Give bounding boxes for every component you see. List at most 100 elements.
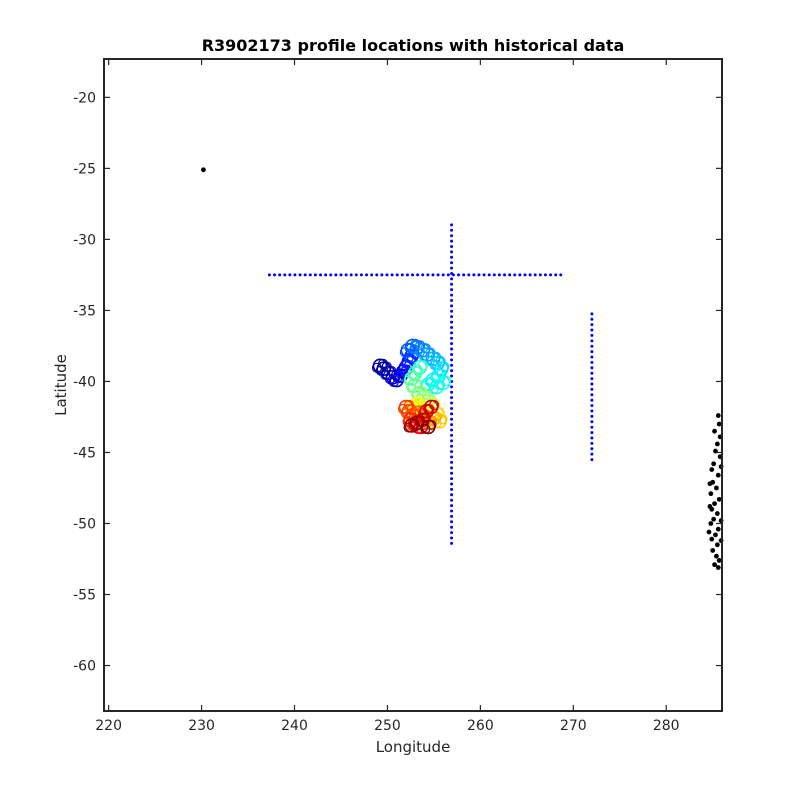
historical-ctd-point (450, 412, 454, 416)
historical-point (715, 413, 721, 418)
historical-point (706, 529, 712, 535)
historical-point (711, 461, 717, 467)
historical-ctd-point (390, 273, 394, 277)
x-tick-label: 280 (653, 718, 680, 734)
historical-ctd-point (359, 273, 363, 277)
historical-ctd-point (313, 273, 317, 277)
historical-ctd-point (450, 363, 454, 367)
historical-point (714, 511, 720, 516)
historical-ctd-point (590, 344, 594, 348)
historical-ctd-point (450, 433, 454, 437)
historical-ctd-point (319, 273, 323, 277)
historical-point (712, 562, 717, 568)
historical-ctd-point (450, 509, 454, 513)
x-tick-label: 220 (95, 718, 122, 734)
historical-ctd-point (450, 298, 454, 302)
y-tick-label: -60 (73, 659, 96, 675)
marks-layer (201, 167, 724, 570)
historical-ctd-point (477, 273, 481, 277)
historical-point (708, 521, 714, 526)
historical-ctd-point (590, 350, 594, 354)
historical-ctd-point (344, 273, 348, 277)
historical-ctd-point (450, 315, 454, 319)
historical-ctd-point (487, 273, 491, 277)
historical-ctd-point (450, 320, 454, 324)
profile-marker (397, 399, 415, 415)
historical-point (713, 532, 718, 538)
historical-ctd-point (450, 385, 454, 389)
historical-ctd-point (450, 245, 454, 249)
historical-ctd-point (450, 401, 454, 405)
historical-ctd-point (273, 273, 277, 277)
historical-ctd-point (324, 273, 328, 277)
historical-ctd-point (400, 273, 404, 277)
historical-ctd-point (450, 347, 454, 351)
historical-point (714, 553, 719, 559)
y-tick-label: -40 (73, 374, 96, 390)
historical-ctd-point (308, 273, 312, 277)
historical-ctd-point (349, 273, 353, 277)
historical-ctd-point (590, 382, 594, 386)
historical-point (708, 491, 714, 497)
historical-ctd-point (523, 273, 527, 277)
historical-ctd-point (450, 255, 454, 259)
historical-ctd-point (590, 452, 594, 456)
historical-ctd-point (497, 273, 501, 277)
historical-ctd-point (590, 458, 594, 462)
historical-ctd-point (533, 273, 537, 277)
historical-ctd-point (492, 273, 496, 277)
historical-ctd-point (590, 387, 594, 391)
historical-ctd-point (450, 223, 454, 227)
historical-ctd-point (590, 425, 594, 429)
historical-ctd-point (303, 273, 307, 277)
historical-point (716, 496, 722, 502)
historical-ctd-point (298, 273, 302, 277)
historical-ctd-point (450, 439, 454, 443)
historical-point (715, 472, 721, 478)
historical-ctd-point (450, 525, 454, 529)
historical-ctd-point (513, 273, 517, 277)
historical-ctd-point (549, 273, 553, 277)
x-tick-label: 240 (281, 718, 308, 734)
historical-ctd-point (446, 273, 450, 277)
historical-ctd-point (450, 504, 454, 508)
historical-point (716, 421, 722, 427)
historical-ctd-point (421, 273, 425, 277)
historical-ctd-point (450, 396, 454, 400)
historical-ctd-point (590, 441, 594, 445)
x-tick-label: 250 (374, 718, 401, 734)
historical-ctd-point (450, 309, 454, 313)
historical-ctd-point (441, 273, 445, 277)
historical-point (716, 558, 722, 563)
historical-ctd-point (590, 398, 594, 402)
historical-ctd-point (450, 277, 454, 281)
historical-ctd-point (395, 273, 399, 277)
historical-ctd-point (590, 317, 594, 321)
historical-ctd-point (450, 536, 454, 540)
historical-ctd-point (450, 369, 454, 373)
historical-ctd-point (450, 293, 454, 297)
historical-ctd-point (450, 250, 454, 254)
historical-ctd-point (450, 498, 454, 502)
y-tick-label: -35 (73, 303, 96, 319)
historical-ctd-point (472, 273, 476, 277)
historical-ctd-point (436, 273, 440, 277)
historical-ctd-point (450, 228, 454, 232)
historical-ctd-point (370, 273, 374, 277)
historical-ctd-point (283, 273, 287, 277)
chart-title: R3902173 profile locations with historic… (202, 36, 625, 55)
historical-ctd-point (528, 273, 532, 277)
historical-ctd-point (450, 493, 454, 497)
historical-ctd-point (293, 273, 297, 277)
y-tick-label: -45 (73, 445, 96, 461)
profile-marker (420, 419, 437, 435)
historical-ctd-point (554, 273, 558, 277)
historical-point (714, 542, 720, 548)
x-tick-label: 270 (560, 718, 587, 734)
historical-ctd-point (543, 273, 547, 277)
historical-ctd-point (450, 487, 454, 491)
historical-ctd-point (590, 436, 594, 440)
historical-ctd-point (590, 360, 594, 364)
historical-ctd-point (450, 336, 454, 340)
